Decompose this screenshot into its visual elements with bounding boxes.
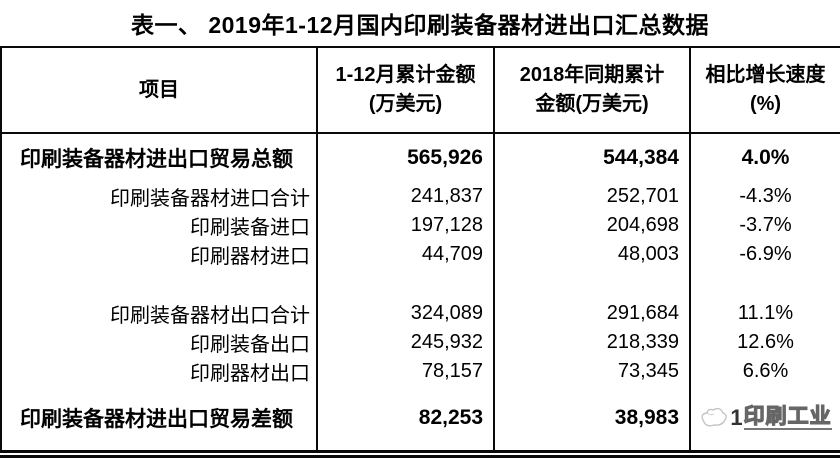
table-row: 印刷器材进口 44,709 48,003 -6.9% [0, 240, 840, 269]
watermark-dove-logo-icon [701, 407, 728, 427]
value-change: 12.6% [689, 328, 840, 357]
row-label: 印刷装备器材进出口贸易差额 [0, 386, 317, 450]
column-header-previous-amount: 2018年同期累计 金额(万美元) [493, 47, 690, 134]
row-label: 印刷装备器材进口合计 [0, 182, 317, 211]
value-change-watermarked: 1 印刷工业 [689, 386, 840, 450]
value-previous-amount: 544,384 [493, 133, 690, 182]
header-line: (%) [749, 93, 782, 115]
header-line: 项目 [139, 78, 179, 101]
value-previous-amount: 48,003 [493, 240, 690, 269]
header-line: 金额(万美元) [535, 93, 649, 115]
table-row: 印刷装备出口 245,932 218,339 12.6% [0, 328, 840, 357]
value-previous-amount: 73,345 [493, 357, 690, 386]
value-change: -4.3% [689, 182, 840, 211]
spacer-cell [689, 269, 840, 299]
row-label: 印刷装备器材进出口贸易总额 [0, 133, 317, 182]
header-line: 1-12月累计金额 [335, 64, 476, 86]
row-label: 印刷装备器材出口合计 [0, 299, 317, 328]
value-current-amount: 565,926 [316, 133, 494, 182]
table-header: 项目 1-12月累计金额 (万美元) 2018年同期累计 金额(万美元) 相比增… [0, 47, 840, 134]
table-row: 印刷装备器材进口合计 241,837 252,701 -4.3% [0, 182, 840, 211]
header-line: 2018年同期累计 [519, 64, 665, 86]
table-row: 印刷装备器材进出口贸易总额 565,926 544,384 4.0% [0, 133, 840, 182]
table-row: 印刷装备进口 197,128 204,698 -3.7% [0, 211, 840, 240]
value-change: 4.0% [689, 133, 840, 182]
value-current-amount: 245,932 [316, 328, 494, 357]
value-previous-amount: 218,339 [493, 328, 690, 357]
table-body: 印刷装备器材进出口贸易总额 565,926 544,384 4.0% 印刷装备器材进口合… [0, 133, 840, 450]
spacer-cell [316, 269, 494, 299]
table-bottom-double-rule [0, 450, 840, 458]
value-change: 6.6% [689, 357, 840, 386]
page-title: 表一、 2019年1-12月国内印刷装备器材进出口汇总数据 [130, 12, 710, 38]
table-row: 印刷器材出口 78,157 73,345 6.6% [0, 357, 840, 386]
value-current-amount: 241,837 [316, 182, 494, 211]
value-previous-amount: 204,698 [493, 211, 690, 240]
column-header-current-amount: 1-12月累计金额 (万美元) [316, 47, 494, 134]
row-label: 印刷器材进口 [0, 240, 317, 269]
row-label: 印刷装备出口 [0, 328, 317, 357]
value-current-amount: 197,128 [316, 211, 494, 240]
value-change: -3.7% [689, 211, 840, 240]
value-current-amount: 78,157 [316, 357, 494, 386]
row-label: 印刷器材出口 [0, 357, 317, 386]
spacer-cell [493, 269, 690, 299]
table-row: 印刷装备器材进出口贸易差额 82,253 38,983 1 印刷工业 [0, 386, 840, 450]
value-previous-amount: 38,983 [493, 386, 690, 450]
value-previous-amount: 252,701 [493, 182, 690, 211]
value-current-amount: 324,089 [316, 299, 494, 328]
summary-table: 项目 1-12月累计金额 (万美元) 2018年同期累计 金额(万美元) 相比增… [0, 46, 840, 450]
watermark-prefix: 1 [730, 405, 743, 430]
spacer-cell [0, 269, 317, 299]
value-previous-amount: 291,684 [493, 299, 690, 328]
header-line: 相比增长速度 [705, 64, 826, 86]
header-row: 项目 1-12月累计金额 (万美元) 2018年同期累计 金额(万美元) 相比增… [0, 47, 840, 134]
column-header-growth-rate: 相比增长速度 (%) [689, 47, 840, 134]
value-change: 11.1% [689, 299, 840, 328]
watermark: 1 印刷工业 [691, 405, 840, 431]
row-label: 印刷装备进口 [0, 211, 317, 240]
table-row: 印刷装备器材出口合计 324,089 291,684 11.1% [0, 299, 840, 328]
value-change: -6.9% [689, 240, 840, 269]
column-header-item: 项目 [0, 47, 317, 134]
value-current-amount: 44,709 [316, 240, 494, 269]
watermark-text: 印刷工业 [743, 405, 832, 431]
spacer-row [0, 269, 840, 299]
header-line: (万美元) [368, 93, 443, 115]
value-current-amount: 82,253 [316, 386, 494, 450]
